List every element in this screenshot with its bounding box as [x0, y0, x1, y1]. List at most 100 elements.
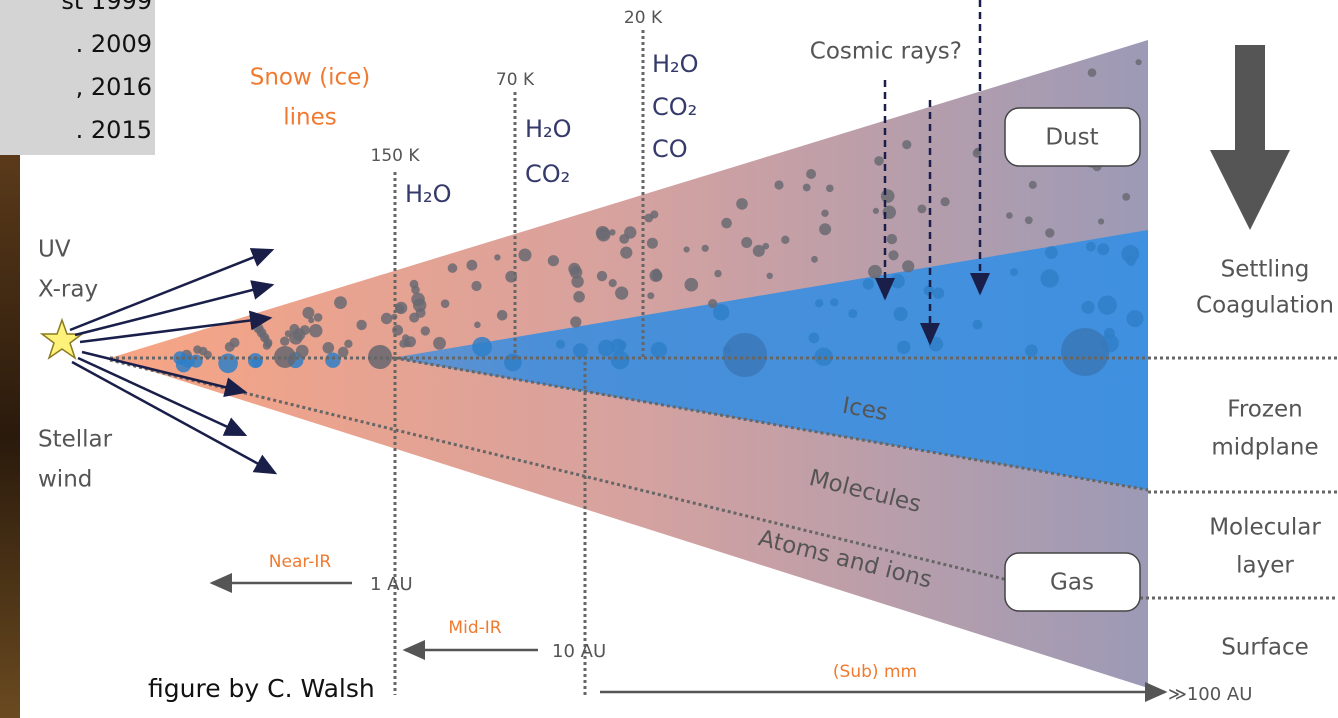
grain — [868, 265, 882, 279]
radius-label: 10 AU — [552, 641, 606, 662]
citation: . 2015 — [76, 116, 152, 144]
grain — [918, 205, 927, 214]
background-strip — [0, 155, 20, 718]
grain — [609, 279, 617, 287]
grain — [763, 243, 770, 250]
layer-label: Surface — [1221, 635, 1309, 661]
wind-label: Stellar — [38, 427, 113, 453]
grain — [1061, 328, 1109, 376]
grain — [736, 198, 748, 210]
grain — [1136, 59, 1142, 65]
grain — [741, 237, 752, 248]
grain — [811, 256, 818, 263]
grain — [933, 288, 944, 299]
radius-label: 1 AU — [370, 574, 413, 595]
radiation-label: X-ray — [38, 277, 98, 303]
layer-label: Molecular — [1209, 515, 1321, 541]
grain — [826, 185, 834, 193]
grain — [767, 273, 773, 279]
grain — [338, 347, 349, 358]
grain — [334, 296, 347, 309]
grain — [620, 247, 632, 259]
grain — [570, 316, 581, 327]
grain — [193, 345, 201, 353]
grain — [441, 299, 450, 308]
species: H₂O — [405, 180, 452, 208]
grain — [1029, 181, 1037, 189]
grain — [1104, 328, 1115, 339]
grain — [413, 299, 426, 312]
gas-label: Gas — [1050, 570, 1094, 596]
grain — [809, 333, 820, 344]
grain — [356, 320, 366, 330]
wind-label: wind — [38, 467, 92, 493]
grain — [781, 236, 789, 244]
snow-title: lines — [283, 105, 337, 131]
diagram: st 1999 . 2009 , 2016 . 2015 Dust Gas Sn… — [0, 0, 1338, 718]
grain — [1045, 246, 1058, 259]
grain — [1088, 68, 1097, 77]
grain — [685, 278, 699, 292]
grain — [714, 270, 721, 277]
grain — [1127, 310, 1144, 327]
grain — [448, 263, 458, 273]
grain — [881, 189, 895, 203]
grain — [1025, 344, 1038, 357]
grain — [647, 238, 658, 249]
grain — [571, 275, 583, 287]
grain — [1045, 228, 1054, 237]
layer-label: layer — [1236, 553, 1294, 579]
dust-label: Dust — [1045, 125, 1098, 151]
grain — [1086, 242, 1096, 252]
species: CO₂ — [652, 93, 697, 121]
grain — [830, 298, 838, 306]
grain — [314, 313, 323, 322]
grain — [647, 292, 654, 299]
grain — [684, 246, 690, 252]
grain — [863, 279, 874, 290]
grain — [597, 271, 607, 281]
grain — [344, 340, 352, 348]
grain — [941, 197, 950, 206]
grain — [973, 320, 983, 330]
grain — [1006, 212, 1013, 219]
grain — [821, 210, 828, 217]
grain — [619, 234, 629, 244]
credit: figure by C. Walsh — [148, 674, 375, 703]
grain — [1082, 301, 1095, 314]
grain — [1025, 216, 1033, 224]
grain — [230, 338, 240, 348]
grain — [325, 353, 340, 368]
grain — [644, 214, 653, 223]
citation: . 2009 — [76, 30, 152, 58]
grain — [806, 169, 816, 179]
grain — [1122, 193, 1130, 201]
grain — [1097, 243, 1109, 255]
grain — [652, 271, 662, 281]
radius-label: ≫100 AU — [1168, 684, 1252, 705]
grain — [848, 309, 857, 318]
grain — [1041, 269, 1059, 287]
layer-label: Settling — [1221, 257, 1310, 283]
grain — [266, 341, 272, 347]
grain — [902, 140, 911, 149]
grain — [405, 336, 416, 347]
species: CO — [652, 135, 688, 163]
grain — [323, 342, 335, 354]
grain — [1098, 218, 1104, 224]
layer-label: midplane — [1211, 435, 1318, 461]
settling-arrow — [1210, 45, 1290, 230]
band-label: Mid-IR — [448, 618, 501, 638]
grain — [494, 254, 500, 260]
grain — [497, 310, 508, 321]
grain — [874, 156, 884, 166]
grain — [713, 304, 729, 320]
grain — [548, 255, 559, 266]
grain — [471, 281, 481, 291]
grain — [1126, 256, 1136, 266]
grain — [421, 326, 430, 335]
species: H₂O — [525, 115, 572, 143]
grain — [615, 287, 628, 300]
temperature: 70 K — [496, 70, 535, 90]
grain — [873, 208, 879, 214]
